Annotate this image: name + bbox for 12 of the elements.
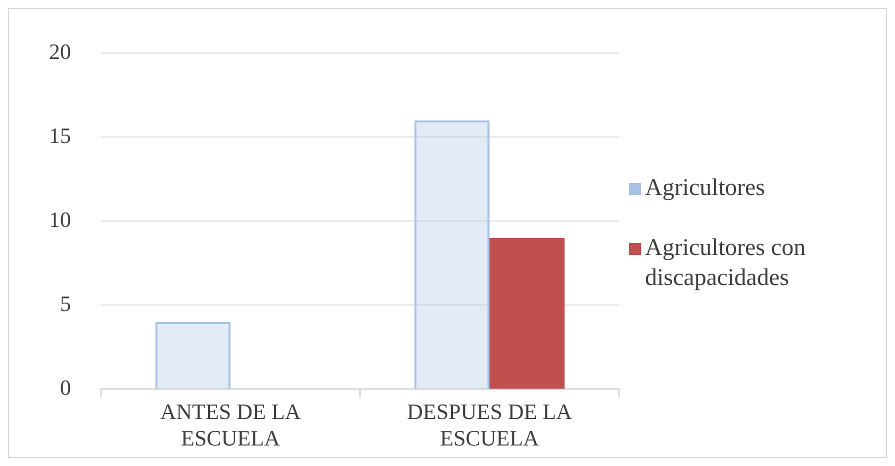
legend-label: Agricultores [645,174,765,203]
y-tick-label: 20 [49,38,71,64]
x-tick-label: ANTES DE LA ESCUELA [160,399,301,451]
x-tick-label: DESPUES DE LA ESCUELA [406,399,572,451]
legend-label: Agricultores con discapacidades [645,234,807,293]
bar [414,120,490,389]
y-tick-label: 5 [60,290,71,316]
bar [490,238,565,389]
y-tick-label: 10 [49,206,71,232]
y-tick-label: 0 [60,374,71,400]
bar [155,322,230,389]
y-tick-label: 15 [49,122,71,148]
